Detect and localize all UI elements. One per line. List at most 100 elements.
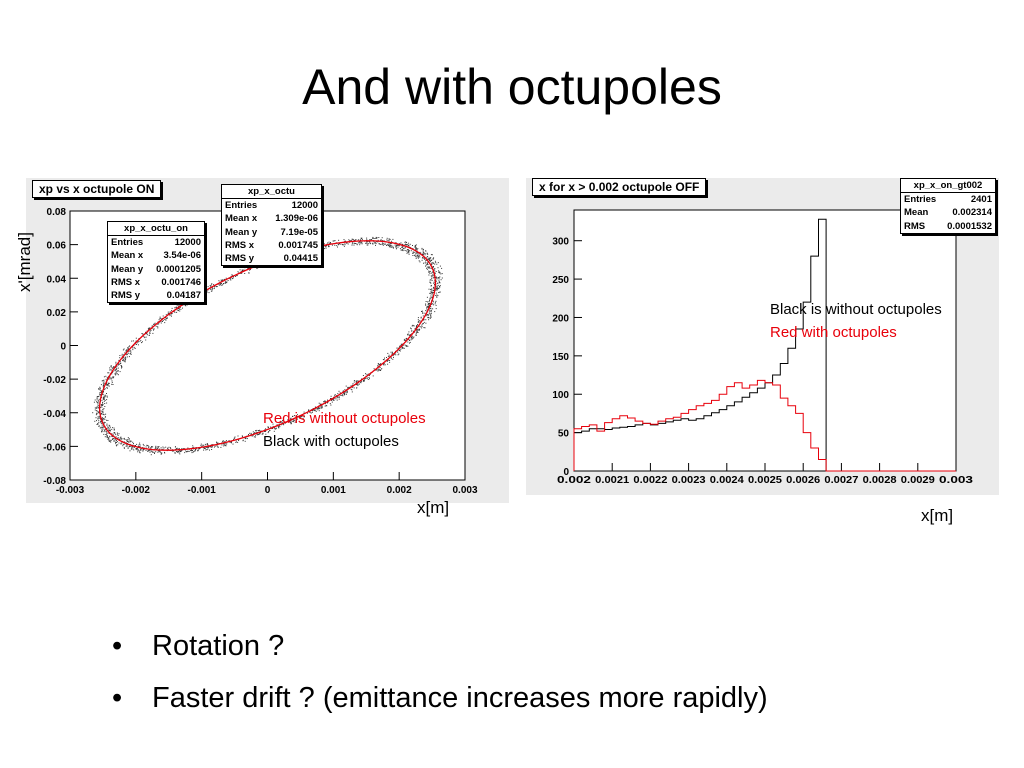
scatter-point xyxy=(439,276,441,278)
scatter-point xyxy=(417,257,419,259)
scatter-point xyxy=(132,448,134,450)
scatter-point xyxy=(417,248,419,250)
scatter-point xyxy=(137,445,139,447)
scatter-point xyxy=(119,371,121,373)
scatter-point xyxy=(127,439,129,441)
scatter-point xyxy=(424,253,426,255)
scatter-point xyxy=(104,422,106,423)
scatter-point xyxy=(427,306,429,307)
scatter-point xyxy=(109,440,111,442)
scatter-point xyxy=(362,375,364,376)
scatter-point xyxy=(255,435,257,437)
scatter-point xyxy=(181,448,183,450)
scatter-point xyxy=(434,273,436,275)
scatter-point xyxy=(201,445,203,447)
scatter-point xyxy=(224,278,226,280)
scatter-point xyxy=(395,248,397,250)
scatter-point xyxy=(371,242,373,244)
scatter-point xyxy=(140,449,142,451)
scatter-point xyxy=(428,267,430,269)
scatter-point xyxy=(230,277,232,279)
scatter-point xyxy=(331,244,333,246)
scatter-point xyxy=(353,381,355,383)
scatter-point xyxy=(400,343,402,345)
scatter-point xyxy=(417,317,419,319)
scatter-point xyxy=(194,450,196,452)
scatter-point xyxy=(207,443,209,445)
scatter-point xyxy=(128,356,130,358)
scatter-point xyxy=(407,244,409,246)
scatter-point xyxy=(123,437,125,439)
scatter-point xyxy=(145,336,147,338)
scatter-point xyxy=(432,300,434,302)
scatter-point xyxy=(120,436,122,438)
scatter-point xyxy=(407,341,409,343)
scatter-point xyxy=(102,386,104,388)
scatter-point xyxy=(383,359,385,361)
scatter-point xyxy=(207,289,209,291)
scatter-point xyxy=(328,245,330,247)
scatter-point xyxy=(432,277,434,279)
scatter-point xyxy=(123,441,125,443)
scatter-point xyxy=(158,319,160,321)
scatter-point xyxy=(436,294,438,296)
scatter-point xyxy=(139,340,141,342)
scatter-point xyxy=(268,431,270,433)
scatter-point xyxy=(344,394,345,396)
scatter-point xyxy=(121,365,122,367)
scatter-point xyxy=(102,411,104,413)
scatter-point xyxy=(101,424,103,426)
scatter-point xyxy=(180,451,181,453)
scatter-point xyxy=(399,245,401,247)
scatter-point xyxy=(338,390,340,392)
scatter-point xyxy=(216,441,218,443)
scatter-point xyxy=(207,286,209,288)
scatter-point xyxy=(432,274,434,276)
scatter-point xyxy=(399,243,401,244)
y-tick-label: -0.02 xyxy=(43,375,66,386)
scatter-point xyxy=(437,284,439,286)
scatter-point xyxy=(346,390,348,392)
scatter-point xyxy=(318,407,320,409)
scatter-point xyxy=(382,359,384,360)
scatter-point xyxy=(387,239,389,241)
scatter-point xyxy=(408,334,410,336)
scatter-point xyxy=(169,315,171,317)
scatter-point xyxy=(428,305,430,306)
scatter-point xyxy=(431,262,433,264)
scatter-point xyxy=(98,426,100,427)
scatter-point xyxy=(272,425,274,427)
scatter-point xyxy=(132,441,134,443)
scatter-point xyxy=(178,303,180,305)
scatter-point xyxy=(295,415,297,417)
y-tick-label: 0.02 xyxy=(47,308,67,319)
scatter-point xyxy=(352,384,354,386)
scatter-point xyxy=(353,242,355,244)
scatter-point xyxy=(96,401,97,403)
scatter-point xyxy=(422,257,424,258)
scatter-point xyxy=(379,243,380,245)
scatter-point xyxy=(418,320,420,322)
scatter-point xyxy=(142,449,144,451)
scatter-point xyxy=(103,376,105,378)
scatter-point xyxy=(414,245,416,246)
scatter-point xyxy=(421,326,423,327)
scatter-point xyxy=(191,452,193,454)
scatter-point xyxy=(409,243,411,245)
y-tick-label: 50 xyxy=(558,429,570,440)
scatter-point xyxy=(282,420,283,422)
scatter-point xyxy=(142,448,144,450)
scatter-point xyxy=(427,307,429,308)
x-tick-label: 0.0022 xyxy=(633,475,667,486)
scatter-point xyxy=(423,257,425,259)
scatter-point xyxy=(146,444,148,446)
scatter-point xyxy=(362,380,364,382)
scatter-point xyxy=(342,394,344,396)
scatter-point xyxy=(177,310,179,312)
scatter-point xyxy=(432,272,434,274)
scatter-point xyxy=(152,451,154,453)
scatter-point xyxy=(320,406,322,408)
x-tick-label: 0 xyxy=(265,485,271,496)
scatter-point xyxy=(129,446,131,447)
scatter-point xyxy=(271,428,273,430)
